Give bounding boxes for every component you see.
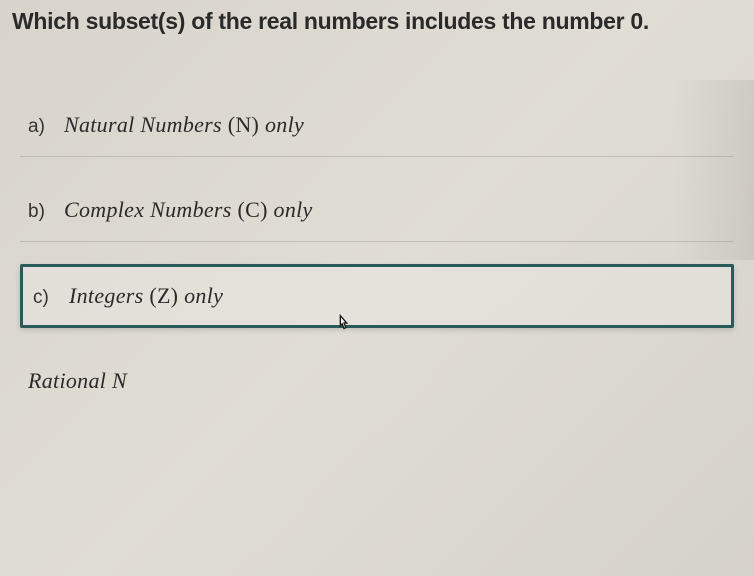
option-prefix: Natural Numbers xyxy=(64,112,222,137)
pointer-cursor-icon xyxy=(333,311,355,341)
option-letter-b: b) xyxy=(28,201,52,223)
option-letter-c: c) xyxy=(33,287,57,309)
question-text: Which subset(s) of the real numbers incl… xyxy=(0,0,754,39)
option-symbol: (C) xyxy=(237,197,267,222)
option-b[interactable]: b) Complex Numbers (C) only xyxy=(20,179,734,242)
option-suffix: only xyxy=(274,197,313,222)
option-a[interactable]: a) Natural Numbers (N) only xyxy=(20,94,734,157)
option-symbol: (Z) xyxy=(149,283,178,308)
option-c[interactable]: c) Integers (Z) only xyxy=(20,264,734,328)
option-prefix: Integers xyxy=(69,283,144,308)
option-suffix: only xyxy=(265,112,304,137)
option-text-a: Natural Numbers (N) only xyxy=(64,112,304,138)
option-suffix: only xyxy=(184,283,223,308)
option-text-b: Complex Numbers (C) only xyxy=(64,197,313,223)
option-text-c: Integers (Z) only xyxy=(69,283,223,309)
options-container: a) Natural Numbers (N) only b) Complex N… xyxy=(0,39,754,394)
option-letter-a: a) xyxy=(28,116,52,138)
option-partial[interactable]: Rational N xyxy=(20,358,734,394)
option-prefix: Complex Numbers xyxy=(64,197,232,222)
option-symbol: (N) xyxy=(228,112,259,137)
option-text-partial: Rational N xyxy=(28,368,127,394)
